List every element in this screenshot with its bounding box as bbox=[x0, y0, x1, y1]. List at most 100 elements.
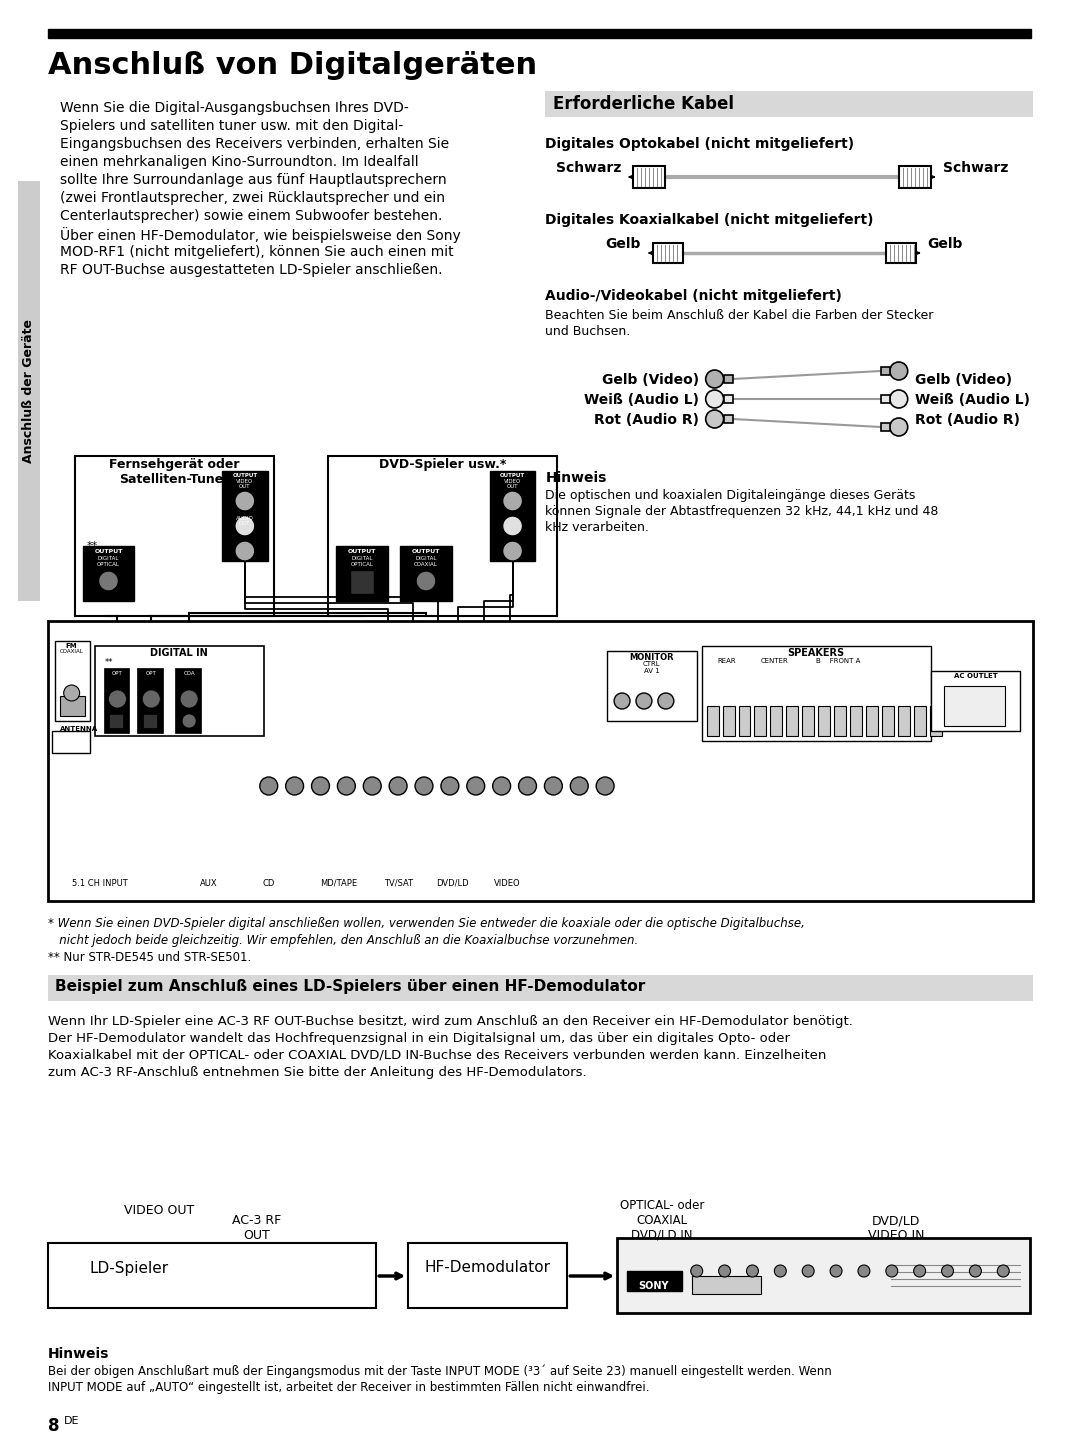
Text: DVD/LD: DVD/LD bbox=[436, 879, 469, 888]
Circle shape bbox=[942, 1265, 954, 1277]
FancyBboxPatch shape bbox=[886, 244, 916, 264]
Circle shape bbox=[234, 540, 255, 561]
FancyBboxPatch shape bbox=[786, 706, 798, 736]
Text: DIGITAL: DIGITAL bbox=[416, 556, 436, 561]
Text: Rot (Audio R): Rot (Audio R) bbox=[915, 414, 1020, 427]
Text: SONY: SONY bbox=[638, 1281, 670, 1291]
Circle shape bbox=[234, 491, 255, 512]
Text: Digitales Optokabel (nicht mitgeliefert): Digitales Optokabel (nicht mitgeliefert) bbox=[545, 137, 854, 151]
Text: und Buchsen.: und Buchsen. bbox=[545, 326, 631, 339]
FancyBboxPatch shape bbox=[866, 706, 878, 736]
Circle shape bbox=[415, 777, 433, 795]
Text: Anschluß von Digitalgeräten: Anschluß von Digitalgeräten bbox=[48, 50, 537, 81]
Text: FM: FM bbox=[66, 643, 78, 648]
Text: Die optischen und koaxialen Digitaleingänge dieses Geräts: Die optischen und koaxialen Digitaleingä… bbox=[545, 488, 916, 501]
Text: VIDEO: VIDEO bbox=[495, 879, 521, 888]
FancyBboxPatch shape bbox=[175, 669, 201, 733]
Circle shape bbox=[363, 777, 381, 795]
FancyBboxPatch shape bbox=[724, 395, 732, 403]
Text: Wenn Sie die Digital-Ausgangsbuchsen Ihres DVD-: Wenn Sie die Digital-Ausgangsbuchsen Ihr… bbox=[59, 101, 408, 115]
FancyBboxPatch shape bbox=[617, 1238, 1030, 1313]
Text: Weiß (Audio L): Weiß (Audio L) bbox=[915, 393, 1029, 406]
Text: CD: CD bbox=[262, 879, 275, 888]
Text: OPTICAL- oder
COAXIAL
DVD/LD IN: OPTICAL- oder COAXIAL DVD/LD IN bbox=[620, 1199, 704, 1242]
FancyBboxPatch shape bbox=[834, 706, 846, 736]
Text: AUDIO: AUDIO bbox=[235, 516, 254, 522]
FancyBboxPatch shape bbox=[706, 706, 718, 736]
Circle shape bbox=[234, 516, 255, 536]
Text: Centerlautsprecher) sowie einem Subwoofer bestehen.: Centerlautsprecher) sowie einem Subwoofe… bbox=[59, 209, 442, 223]
Text: Spielers und satelliten tuner usw. mit den Digital-: Spielers und satelliten tuner usw. mit d… bbox=[59, 120, 403, 133]
Text: LD-Spieler: LD-Spieler bbox=[90, 1261, 168, 1275]
Text: Anschluß der Geräte: Anschluß der Geräte bbox=[23, 318, 36, 463]
Text: B    FRONT A: B FRONT A bbox=[815, 659, 861, 664]
FancyBboxPatch shape bbox=[802, 706, 814, 736]
Text: COAXIAL: COAXIAL bbox=[414, 562, 437, 566]
Circle shape bbox=[658, 693, 674, 709]
Text: OUT: OUT bbox=[239, 484, 251, 488]
Circle shape bbox=[636, 693, 652, 709]
Text: Rot (Audio R): Rot (Audio R) bbox=[594, 414, 699, 427]
Text: Hinweis: Hinweis bbox=[545, 471, 607, 486]
FancyBboxPatch shape bbox=[408, 1244, 567, 1308]
Text: Gelb: Gelb bbox=[928, 236, 963, 251]
FancyBboxPatch shape bbox=[702, 646, 931, 741]
FancyBboxPatch shape bbox=[144, 713, 158, 728]
Text: Audio-/Videokabel (nicht mitgeliefert): Audio-/Videokabel (nicht mitgeliefert) bbox=[545, 290, 842, 303]
Circle shape bbox=[502, 540, 523, 561]
FancyBboxPatch shape bbox=[914, 706, 926, 736]
Text: DVD-Spieler usw.*: DVD-Spieler usw.* bbox=[379, 458, 507, 471]
Circle shape bbox=[886, 1265, 897, 1277]
Text: Weiß (Audio L): Weiß (Audio L) bbox=[583, 393, 699, 406]
Text: REAR: REAR bbox=[717, 659, 735, 664]
Circle shape bbox=[970, 1265, 982, 1277]
Text: können Signale der Abtastfrequenzen 32 kHz, 44,1 kHz und 48: können Signale der Abtastfrequenzen 32 k… bbox=[545, 504, 939, 517]
Circle shape bbox=[180, 690, 198, 708]
FancyBboxPatch shape bbox=[328, 455, 557, 615]
FancyBboxPatch shape bbox=[881, 367, 890, 375]
FancyBboxPatch shape bbox=[222, 471, 268, 561]
Circle shape bbox=[492, 777, 511, 795]
FancyBboxPatch shape bbox=[104, 669, 130, 733]
Circle shape bbox=[746, 1265, 758, 1277]
FancyBboxPatch shape bbox=[931, 672, 1021, 731]
Circle shape bbox=[467, 777, 485, 795]
Text: RF OUT-Buchse ausgestatteten LD-Spieler anschließen.: RF OUT-Buchse ausgestatteten LD-Spieler … bbox=[59, 264, 442, 277]
Text: OUTPUT: OUTPUT bbox=[232, 473, 257, 478]
Text: INPUT MODE auf „AUTO“ eingestellt ist, arbeitet der Receiver in bestimmten Fälle: INPUT MODE auf „AUTO“ eingestellt ist, a… bbox=[48, 1380, 649, 1393]
FancyBboxPatch shape bbox=[653, 244, 683, 264]
Text: OUTPUT: OUTPUT bbox=[500, 473, 525, 478]
Text: VIDEO OUT: VIDEO OUT bbox=[124, 1205, 194, 1218]
Circle shape bbox=[502, 491, 523, 512]
Circle shape bbox=[718, 1265, 730, 1277]
Text: HF-Demodulator: HF-Demodulator bbox=[424, 1261, 551, 1275]
FancyBboxPatch shape bbox=[59, 696, 84, 716]
Text: einen mehrkanaligen Kino-Surroundton. Im Idealfall: einen mehrkanaligen Kino-Surroundton. Im… bbox=[59, 156, 418, 169]
Circle shape bbox=[705, 391, 724, 408]
FancyBboxPatch shape bbox=[545, 91, 1034, 117]
FancyBboxPatch shape bbox=[52, 731, 90, 754]
FancyBboxPatch shape bbox=[882, 706, 894, 736]
FancyBboxPatch shape bbox=[350, 571, 375, 594]
Circle shape bbox=[705, 370, 724, 388]
Circle shape bbox=[544, 777, 563, 795]
FancyBboxPatch shape bbox=[137, 669, 163, 733]
FancyBboxPatch shape bbox=[95, 646, 264, 736]
Text: 8: 8 bbox=[48, 1417, 59, 1435]
Circle shape bbox=[518, 777, 537, 795]
FancyBboxPatch shape bbox=[691, 1275, 761, 1294]
Text: Hinweis: Hinweis bbox=[48, 1347, 109, 1360]
Text: MOD-RF1 (nicht mitgeliefert), können Sie auch einen mit: MOD-RF1 (nicht mitgeliefert), können Sie… bbox=[59, 245, 454, 259]
Text: DVD/LD
VIDEO IN: DVD/LD VIDEO IN bbox=[867, 1213, 924, 1242]
Text: COA: COA bbox=[184, 672, 194, 676]
FancyBboxPatch shape bbox=[633, 166, 665, 187]
FancyBboxPatch shape bbox=[739, 706, 751, 736]
FancyBboxPatch shape bbox=[48, 621, 1034, 901]
Text: OUT: OUT bbox=[507, 484, 518, 488]
Text: Schwarz: Schwarz bbox=[943, 161, 1008, 174]
FancyBboxPatch shape bbox=[82, 546, 134, 601]
Text: Gelb: Gelb bbox=[606, 236, 640, 251]
FancyBboxPatch shape bbox=[899, 166, 931, 187]
Circle shape bbox=[570, 777, 589, 795]
Text: ** Nur STR-DE545 und STR-SE501.: ** Nur STR-DE545 und STR-SE501. bbox=[48, 951, 251, 964]
